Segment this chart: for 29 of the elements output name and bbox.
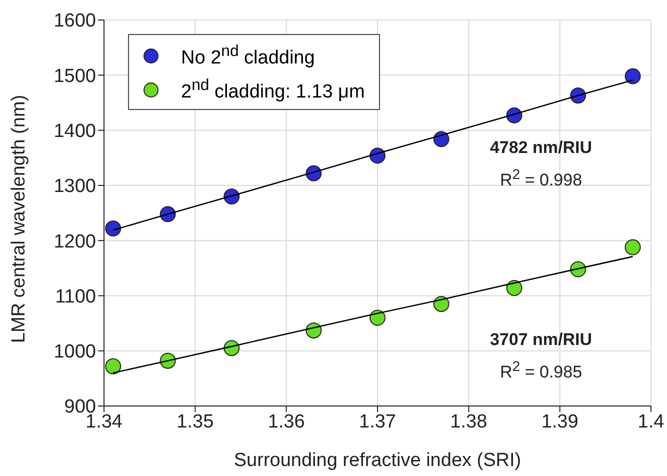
y-tick-label: 1000 [54, 342, 96, 363]
point [506, 280, 522, 296]
x-tick-label: 1.4 [638, 411, 665, 432]
y-tick-label: 1200 [54, 231, 96, 252]
annotation: R$^{2}$ = 0.985 [498, 358, 584, 383]
point [624, 68, 641, 84]
y-axis-title: LMR central wavelength (nm) [8, 94, 30, 343]
y-tick-label: 1400 [54, 121, 96, 142]
x-tick-label: 1.36 [268, 411, 305, 432]
point [433, 131, 450, 148]
x-tick-label: 1.39 [541, 411, 578, 432]
y-tick-label: 1600 [54, 10, 96, 32]
legend-label: No 2$^{nd}$ cladding [181, 42, 315, 70]
point [105, 358, 122, 374]
x-tick-label: 1.37 [359, 411, 396, 432]
annotation: R$^{2}$ = 0.998 [498, 166, 584, 191]
point [624, 239, 641, 256]
legend-label: 2$^{nd}$ cladding: 1.13 μm [181, 76, 365, 104]
y-tick-label: 1100 [55, 286, 96, 308]
point [370, 310, 386, 326]
x-tick-label: 1.38 [450, 411, 488, 432]
annotation: 3707 nm/RIU [488, 330, 594, 350]
point [105, 220, 122, 236]
annotation: 4782 nm/RIU [488, 138, 594, 158]
point [433, 296, 450, 312]
x-axis-title: Surrounding refractive index (SRI) [234, 450, 522, 471]
x-tick-label: 1.35 [176, 411, 214, 432]
y-tick-label: 1300 [54, 176, 96, 198]
y-tick-label: 1500 [54, 66, 96, 87]
